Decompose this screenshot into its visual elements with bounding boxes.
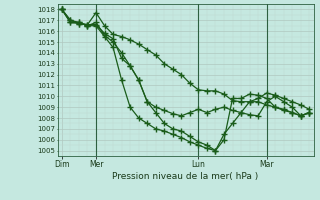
X-axis label: Pression niveau de la mer( hPa ): Pression niveau de la mer( hPa ) bbox=[112, 172, 259, 181]
